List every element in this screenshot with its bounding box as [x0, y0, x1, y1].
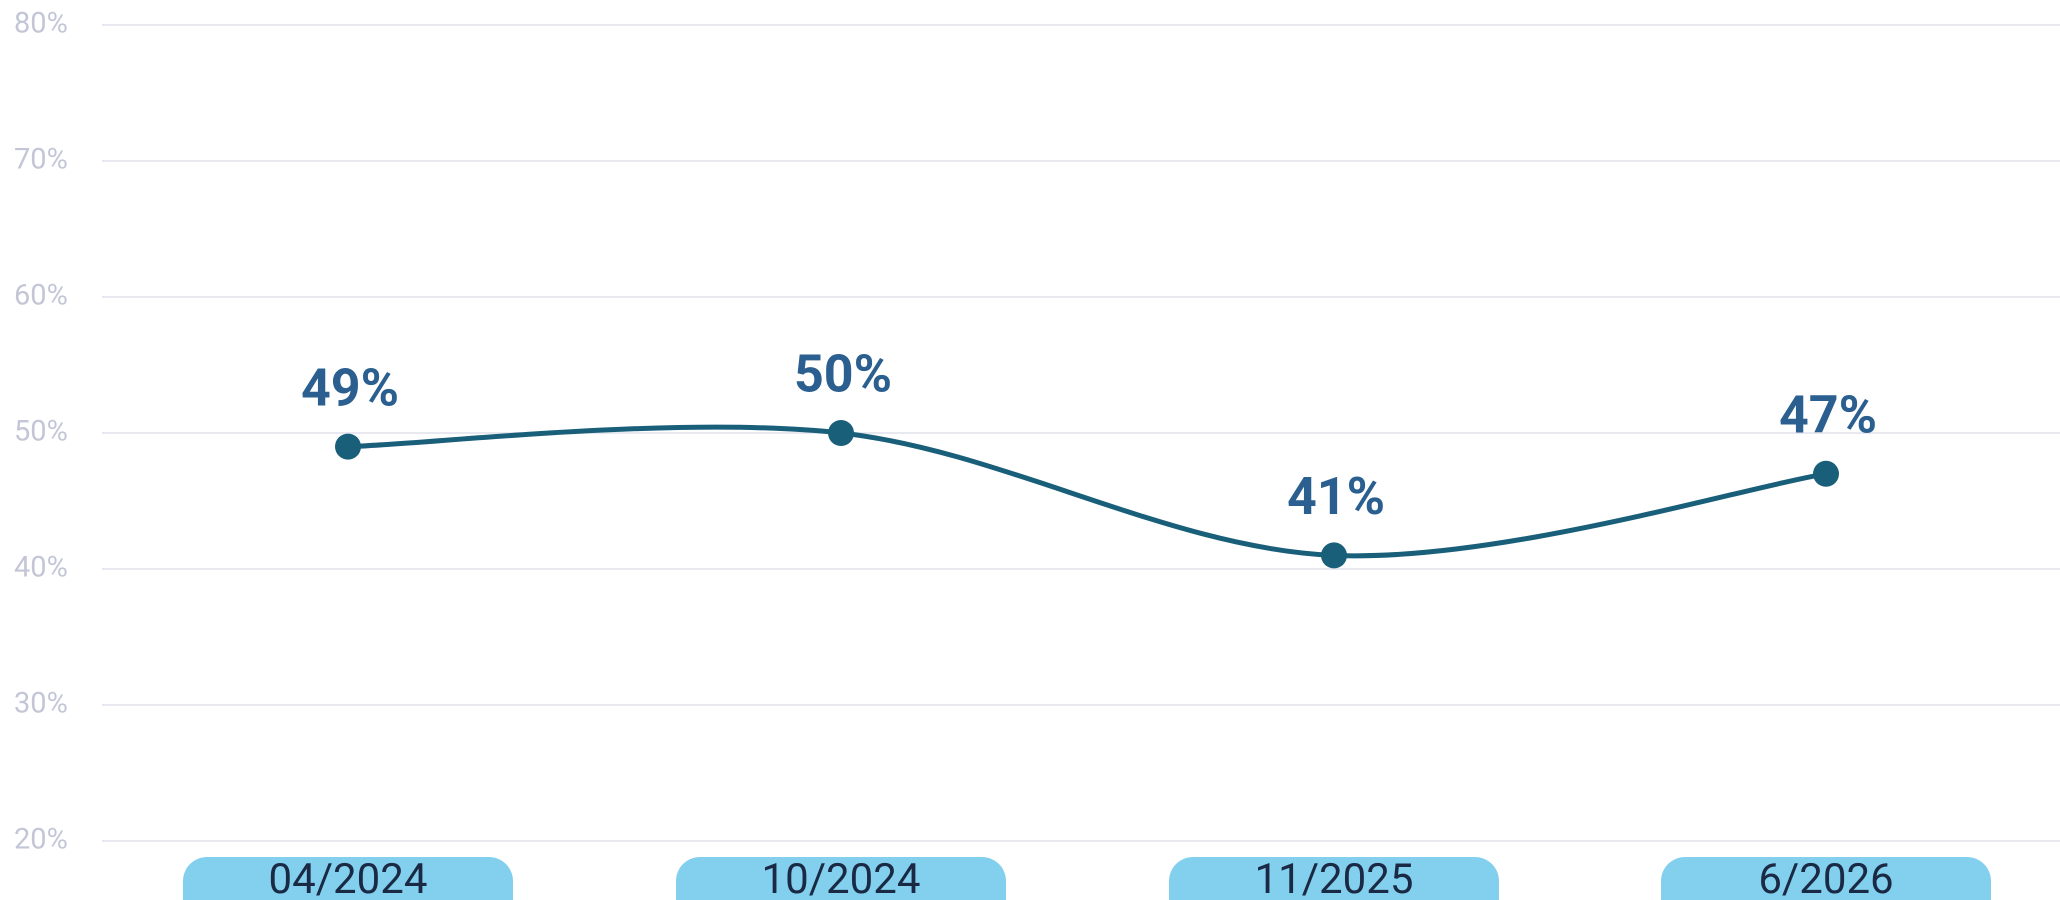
- y-tick-label: 70%: [14, 143, 68, 177]
- y-tick-label: 60%: [14, 279, 68, 313]
- x-tick-label: 10/2024: [762, 855, 921, 900]
- x-category-pill: [1169, 857, 1499, 900]
- x-tick-label: 11/2025: [1255, 855, 1414, 900]
- point: [1321, 542, 1347, 569]
- point: [1813, 460, 1839, 487]
- y-tick-label: 50%: [14, 415, 68, 449]
- y-tick-label: 20%: [14, 823, 68, 857]
- data-label: 49%: [301, 357, 399, 418]
- data-label: 47%: [1779, 385, 1877, 446]
- y-tick-label: 30%: [14, 687, 68, 721]
- point: [335, 433, 361, 460]
- point: [828, 420, 854, 446]
- data-label: 50%: [794, 344, 892, 405]
- x-category-pill: [676, 857, 1006, 900]
- y-tick-label: 80%: [14, 7, 68, 41]
- data-label: 41%: [1287, 466, 1385, 527]
- y-tick-label: 40%: [14, 551, 68, 585]
- x-tick-label: 04/2024: [269, 855, 428, 900]
- line: [347, 424, 1827, 559]
- x-category-pill: [183, 857, 513, 900]
- x-category-pill: [1661, 857, 1991, 900]
- x-tick-label: 6/2026: [1758, 855, 1893, 900]
